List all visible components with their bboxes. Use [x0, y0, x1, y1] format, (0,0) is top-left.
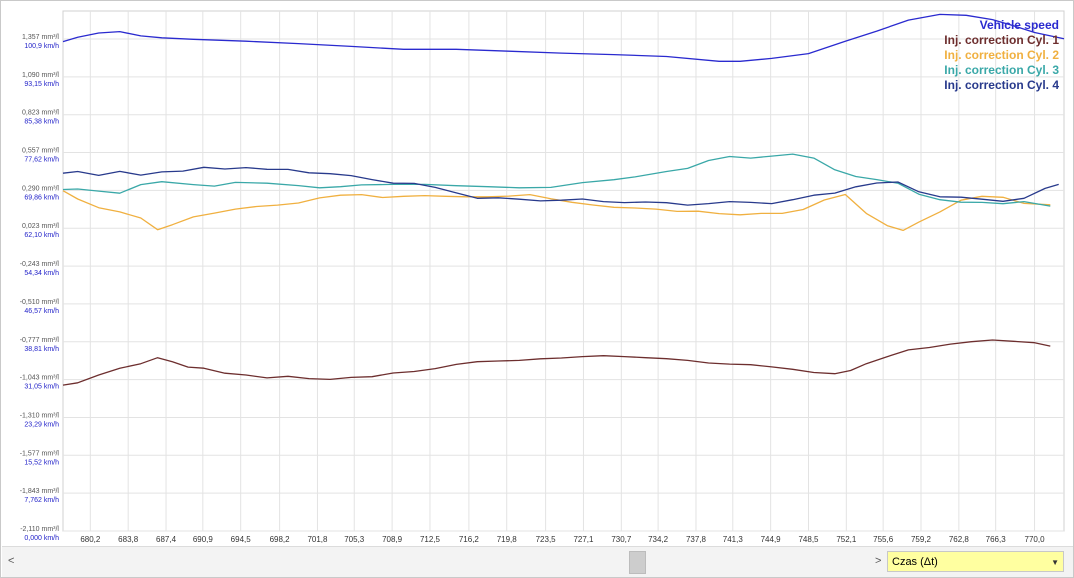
x-tick-label: 698,2	[270, 535, 291, 544]
y-tick-label-left: -1,043 mm³/l	[20, 375, 60, 382]
series-line	[62, 13, 1065, 62]
x-tick-label: 744,9	[761, 535, 782, 544]
y-tick-label-left: -2,110 mm³/l	[20, 526, 59, 533]
y-tick-label-left: 0,823 mm³/l	[22, 110, 59, 117]
y-tick-label-right: 85,38 km/h	[24, 119, 59, 126]
x-tick-label: 694,5	[231, 535, 252, 544]
x-tick-label: 741,3	[723, 535, 744, 544]
y-tick-label-left: 1,090 mm³/l	[22, 72, 59, 79]
x-tick-label: 687,4	[156, 535, 177, 544]
legend-entry: Inj. correction Cyl. 2	[944, 48, 1059, 62]
series-line	[62, 339, 1051, 386]
y-tick-label-right: 23,29 km/h	[24, 421, 59, 428]
scroll-right-arrow-icon[interactable]: >	[875, 555, 882, 567]
y-tick-label-left: 1,357 mm³/l	[22, 34, 59, 41]
y-tick-label-left: -1,310 mm³/l	[20, 412, 60, 419]
x-tick-label: 766,3	[986, 535, 1007, 544]
x-tick-label: 734,2	[648, 535, 669, 544]
x-tick-label: 727,1	[573, 535, 594, 544]
x-tick-label: 683,8	[118, 535, 139, 544]
scrollbar-thumb[interactable]	[629, 551, 646, 574]
y-tick-label-left: -0,243 mm³/l	[20, 261, 60, 268]
x-tick-label: 723,5	[536, 535, 557, 544]
x-axis-select[interactable]: Czas (Δt) ▼	[887, 551, 1064, 572]
y-tick-label-right: 93,15 km/h	[24, 81, 59, 88]
x-tick-label: 712,5	[420, 535, 441, 544]
horizontal-scrollbar[interactable]: < > Czas (Δt) ▼	[2, 546, 1073, 577]
legend-entry: Vehicle speed	[980, 18, 1059, 32]
x-tick-label: 762,8	[949, 535, 970, 544]
y-tick-label-right: 69,86 km/h	[24, 194, 59, 201]
x-tick-label: 705,3	[344, 535, 365, 544]
chart-canvas: 1,357 mm³/l 100,9 km/h 1,090 mm³/l 93,15 km…	[20, 10, 1065, 544]
x-tick-label: 701,8	[307, 535, 328, 544]
legend-entry: Inj. correction Cyl. 1	[944, 33, 1059, 47]
series-line	[62, 190, 1051, 232]
series-line	[62, 166, 1059, 206]
y-tick-label-right: 54,34 km/h	[24, 270, 59, 277]
y-tick-label-left: 0,557 mm³/l	[22, 148, 59, 155]
y-tick-label-right: 31,05 km/h	[24, 384, 59, 391]
x-tick-label: 690,9	[193, 535, 214, 544]
x-tick-label: 755,6	[873, 535, 894, 544]
y-tick-label-left: -0,510 mm³/l	[20, 299, 60, 306]
y-tick-label-right: 7,762 km/h	[24, 497, 59, 504]
y-tick-label-right: 62,10 km/h	[24, 232, 59, 239]
y-tick-label-left: 0,290 mm³/l	[22, 185, 59, 192]
x-tick-label: 748,5	[798, 535, 819, 544]
y-tick-label-right: 100,9 km/h	[24, 43, 59, 50]
plot-area	[62, 10, 1065, 532]
x-tick-label: 737,8	[686, 535, 707, 544]
y-tick-label-right: 38,81 km/h	[24, 346, 59, 353]
y-tick-label-left: -1,843 mm³/l	[20, 488, 60, 495]
series-line	[62, 153, 1051, 207]
y-tick-label-left: -1,577 mm³/l	[20, 450, 60, 457]
y-tick-label-right: 46,57 km/h	[24, 308, 59, 315]
legend-entry: Inj. correction Cyl. 3	[944, 63, 1059, 77]
legend-entry: Inj. correction Cyl. 4	[944, 78, 1059, 92]
y-tick-label-right: 0,000 km/h	[24, 535, 59, 542]
y-tick-label-left: -0,777 mm³/l	[20, 337, 60, 344]
x-tick-label: 770,0	[1025, 535, 1046, 544]
x-axis-select-value: Czas (Δt)	[892, 556, 938, 568]
x-tick-label: 730,7	[611, 535, 632, 544]
y-tick-label-left: 0,023 mm³/l	[22, 223, 59, 230]
chevron-down-icon: ▼	[1051, 558, 1059, 567]
y-tick-label-right: 15,52 km/h	[24, 459, 59, 466]
scroll-left-arrow-icon[interactable]: <	[8, 555, 15, 567]
x-tick-label: 719,8	[497, 535, 518, 544]
x-tick-label: 680,2	[80, 535, 101, 544]
x-tick-label: 708,9	[382, 535, 403, 544]
x-tick-label: 752,1	[836, 535, 857, 544]
x-tick-label: 759,2	[911, 535, 932, 544]
y-tick-label-right: 77,62 km/h	[24, 157, 59, 164]
x-tick-label: 716,2	[459, 535, 480, 544]
